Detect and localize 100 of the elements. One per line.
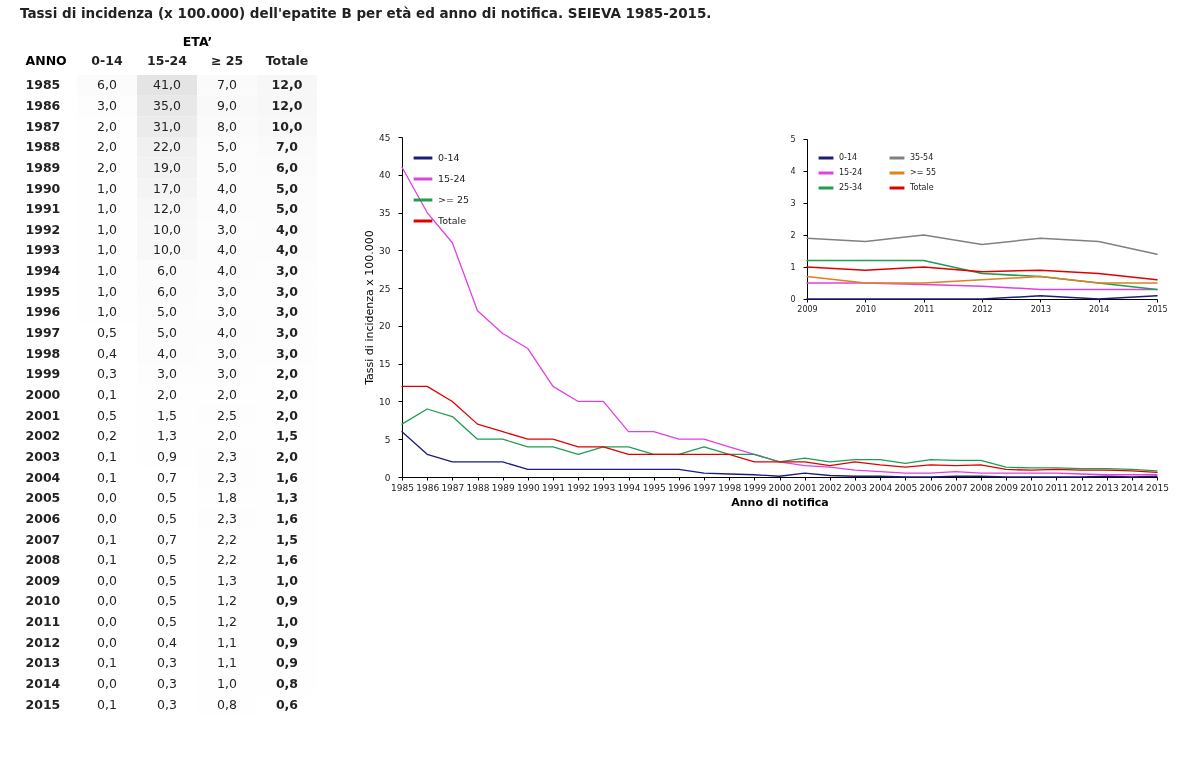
- x-tick-label: 2003: [844, 482, 867, 493]
- y-tick-label: 40: [379, 170, 391, 181]
- x-axis-title: ETA’: [182, 33, 213, 49]
- x-tick-label: 2005: [894, 482, 918, 493]
- y-tick-label: 1987: [25, 118, 61, 134]
- data-label: 4,0: [275, 242, 299, 258]
- data-label: 0,1: [97, 696, 117, 712]
- x-tick-label: 1996: [667, 482, 692, 493]
- data-label: 0,5: [157, 510, 177, 526]
- data-label: 2,3: [217, 510, 237, 526]
- data-label: 3,0: [97, 97, 117, 113]
- data-label: 7,0: [217, 77, 237, 93]
- legend-label: >= 55: [910, 168, 937, 177]
- data-label: 2,0: [275, 366, 299, 382]
- x-tick-label: 2009: [797, 304, 818, 314]
- y-tick-label: 2001: [25, 407, 61, 423]
- y-tick-label: 1988: [25, 139, 61, 155]
- data-label: 0,0: [97, 490, 117, 506]
- data-label: 1,0: [217, 676, 237, 692]
- y-tick-label: 2013: [25, 655, 61, 671]
- x-tick-label: 2012: [1070, 482, 1094, 493]
- data-label: 3,0: [275, 325, 299, 341]
- legend-label: Totale: [437, 215, 467, 226]
- y-axis-title: ANNO: [25, 52, 67, 68]
- x-tick-label: 2002: [818, 482, 842, 493]
- x-tick-label: 1999: [743, 482, 767, 493]
- data-label: 12,0: [271, 97, 303, 113]
- y-tick-label: 2015: [25, 696, 61, 712]
- data-label: 0,7: [157, 469, 177, 485]
- data-label: 0,1: [97, 448, 117, 464]
- data-label: 5,0: [275, 201, 299, 217]
- data-label: 1,3: [217, 572, 237, 588]
- data-label: 3,0: [275, 283, 299, 299]
- data-label: 1,0: [97, 221, 117, 237]
- data-label: 12,0: [271, 77, 303, 93]
- y-tick-label: 30: [379, 245, 391, 256]
- x-tick-label: 2007: [944, 482, 968, 493]
- data-label: 5,0: [217, 139, 237, 155]
- y-tick-label: 45: [379, 132, 391, 143]
- line-series: [401, 385, 1158, 474]
- y-tick-label: 4: [790, 166, 796, 176]
- y-tick-label: 5: [790, 134, 796, 144]
- legend-label: 15-24: [438, 173, 466, 184]
- y-tick-label: 1990: [25, 180, 61, 196]
- y-tick-label: 1998: [25, 345, 61, 361]
- y-tick-label: 20: [379, 321, 391, 332]
- y-tick-label: 1: [790, 262, 796, 272]
- data-label: 0,5: [157, 490, 177, 506]
- y-tick-label: 0: [384, 472, 391, 483]
- data-label: 6,0: [97, 77, 117, 93]
- y-tick-label: 2007: [25, 531, 61, 547]
- data-label: 1,0: [275, 572, 299, 588]
- x-tick-label: 1991: [542, 482, 565, 493]
- data-label: 4,0: [157, 345, 177, 361]
- y-tick-label: 1986: [25, 97, 61, 113]
- data-label: 0,7: [157, 531, 177, 547]
- y-tick-label: 2011: [25, 614, 61, 630]
- x-tick-label: 0-14: [91, 52, 123, 68]
- text: Tassi di incidenza (x 100.000) dell'epatite B per età ed anno di notifica. SEIEVA 1985-2015.: [20, 5, 712, 21]
- x-tick-label: 1986: [416, 482, 440, 493]
- data-label: 0,9: [275, 655, 299, 671]
- y-tick-label: 2006: [25, 510, 61, 526]
- line-series: [401, 408, 1158, 472]
- y-tick-label: 1995: [25, 283, 61, 299]
- x-tick-label: 2015: [1147, 304, 1168, 314]
- data-label: 1,0: [97, 201, 117, 217]
- legend-label: 0-14: [839, 153, 858, 162]
- data-label: 0,0: [97, 593, 117, 609]
- x-tick-label: 1990: [516, 482, 541, 493]
- data-label: 31,0: [153, 118, 181, 134]
- data-label: 1,3: [157, 428, 177, 444]
- y-tick-label: 2003: [25, 448, 61, 464]
- data-label: 1,6: [275, 510, 299, 526]
- data-label: 2,3: [217, 469, 237, 485]
- x-tick-label: 2014: [1088, 304, 1110, 314]
- data-label: 6,0: [275, 159, 299, 175]
- data-label: 1,0: [275, 614, 299, 630]
- x-tick-label: 1992: [567, 482, 591, 493]
- y-tick-label: 0: [790, 294, 796, 304]
- data-label: 0,1: [97, 387, 117, 402]
- data-label: 3,0: [217, 366, 237, 382]
- data-label: 10,0: [271, 118, 303, 134]
- x-tick-label: 2010: [855, 304, 877, 314]
- data-label: 0,3: [97, 366, 117, 382]
- data-label: 0,5: [157, 552, 177, 568]
- y-tick-label: 1994: [25, 263, 61, 279]
- data-label: 22,0: [153, 139, 181, 155]
- data-label: 5,0: [157, 325, 177, 341]
- data-label: 3,0: [275, 263, 299, 279]
- x-tick-label: 2015: [1146, 482, 1169, 493]
- y-tick-label: 1997: [25, 325, 61, 341]
- x-tick-label: 1985: [391, 482, 414, 493]
- data-label: 3,0: [275, 345, 299, 361]
- data-label: 2,0: [217, 387, 237, 402]
- data-label: 0,5: [97, 325, 117, 341]
- data-label: 1,6: [275, 469, 299, 485]
- data-label: 1,0: [97, 180, 117, 196]
- line-series: [806, 266, 1158, 281]
- data-label: 3,0: [217, 304, 237, 320]
- x-tick-label: ≥ 25: [210, 52, 244, 68]
